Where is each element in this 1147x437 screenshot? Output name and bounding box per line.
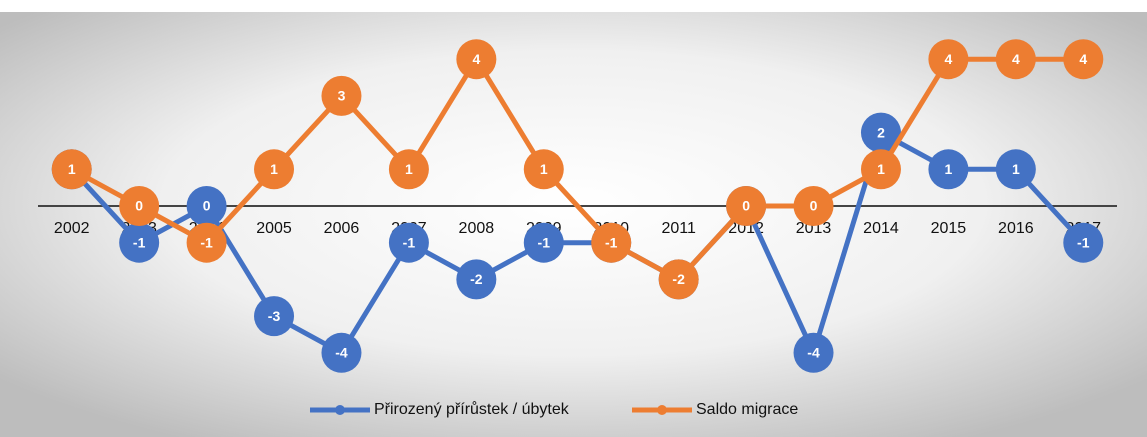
data-point bbox=[523, 222, 564, 263]
x-tick-label: 2014 bbox=[863, 220, 899, 237]
data-point bbox=[456, 259, 497, 300]
data-point bbox=[726, 186, 767, 226]
data-label: 0 bbox=[135, 198, 143, 214]
legend-label: Saldo migrace bbox=[696, 401, 798, 418]
data-label: 4 bbox=[945, 51, 953, 67]
x-tick-label: 2016 bbox=[998, 220, 1034, 237]
data-point bbox=[860, 149, 901, 190]
x-tick-label: 2006 bbox=[324, 220, 360, 237]
data-label: 1 bbox=[1012, 161, 1020, 177]
data-point bbox=[995, 149, 1036, 190]
data-label: -4 bbox=[807, 345, 820, 361]
data-point bbox=[793, 332, 834, 373]
data-point bbox=[456, 39, 497, 80]
data-point bbox=[793, 186, 834, 226]
data-point bbox=[254, 296, 295, 337]
data-point bbox=[321, 332, 362, 373]
x-tick-label: 2002 bbox=[54, 220, 90, 237]
data-point bbox=[591, 222, 632, 263]
x-tick-label: 2015 bbox=[931, 220, 967, 237]
data-label: -1 bbox=[403, 234, 416, 250]
x-tick-label: 2013 bbox=[796, 220, 832, 237]
data-point bbox=[51, 149, 92, 190]
data-label: -1 bbox=[133, 234, 146, 250]
data-label: 0 bbox=[203, 198, 211, 214]
data-label: 0 bbox=[810, 198, 818, 214]
data-label: -1 bbox=[1077, 234, 1090, 250]
data-label: -1 bbox=[200, 234, 213, 250]
data-label: 1 bbox=[945, 161, 953, 177]
x-tick-label: 2008 bbox=[459, 220, 495, 237]
data-label: 1 bbox=[877, 161, 885, 177]
data-label: -1 bbox=[605, 234, 618, 250]
data-point bbox=[388, 222, 429, 263]
data-point bbox=[658, 259, 699, 300]
data-point bbox=[388, 149, 429, 190]
data-label: 1 bbox=[540, 161, 548, 177]
data-point bbox=[995, 39, 1036, 80]
x-tick-label: 2011 bbox=[661, 220, 696, 237]
legend-label: Přirozený přírůstek / úbytek bbox=[374, 400, 570, 418]
data-point bbox=[119, 222, 160, 263]
chart-background bbox=[0, 12, 1147, 437]
data-label: 4 bbox=[472, 51, 480, 67]
data-point bbox=[1063, 39, 1104, 80]
data-label: 1 bbox=[68, 161, 76, 177]
legend-marker bbox=[657, 405, 667, 415]
legend-marker bbox=[335, 405, 345, 415]
data-label: -3 bbox=[268, 308, 281, 324]
x-tick-label: 2005 bbox=[256, 220, 292, 237]
data-point bbox=[928, 39, 969, 80]
data-point bbox=[321, 75, 362, 116]
data-label: -2 bbox=[470, 271, 483, 287]
data-label: 2 bbox=[877, 124, 885, 140]
data-label: 4 bbox=[1079, 51, 1087, 67]
data-point bbox=[254, 149, 295, 190]
series-line bbox=[70, 56, 1084, 282]
data-label: 4 bbox=[1012, 51, 1020, 67]
data-point bbox=[186, 186, 227, 226]
data-point bbox=[186, 222, 227, 263]
data-label: 1 bbox=[270, 161, 278, 177]
data-point bbox=[928, 149, 969, 190]
data-point bbox=[523, 149, 564, 190]
series-line bbox=[69, 130, 1086, 356]
data-label: -1 bbox=[538, 234, 551, 250]
data-point bbox=[860, 112, 901, 153]
data-label: 0 bbox=[742, 198, 750, 214]
data-label: -4 bbox=[335, 345, 348, 361]
data-label: 1 bbox=[405, 161, 413, 177]
data-label: 3 bbox=[338, 88, 346, 104]
data-point bbox=[119, 186, 160, 226]
data-point bbox=[1063, 222, 1104, 263]
data-label: -2 bbox=[672, 271, 685, 287]
